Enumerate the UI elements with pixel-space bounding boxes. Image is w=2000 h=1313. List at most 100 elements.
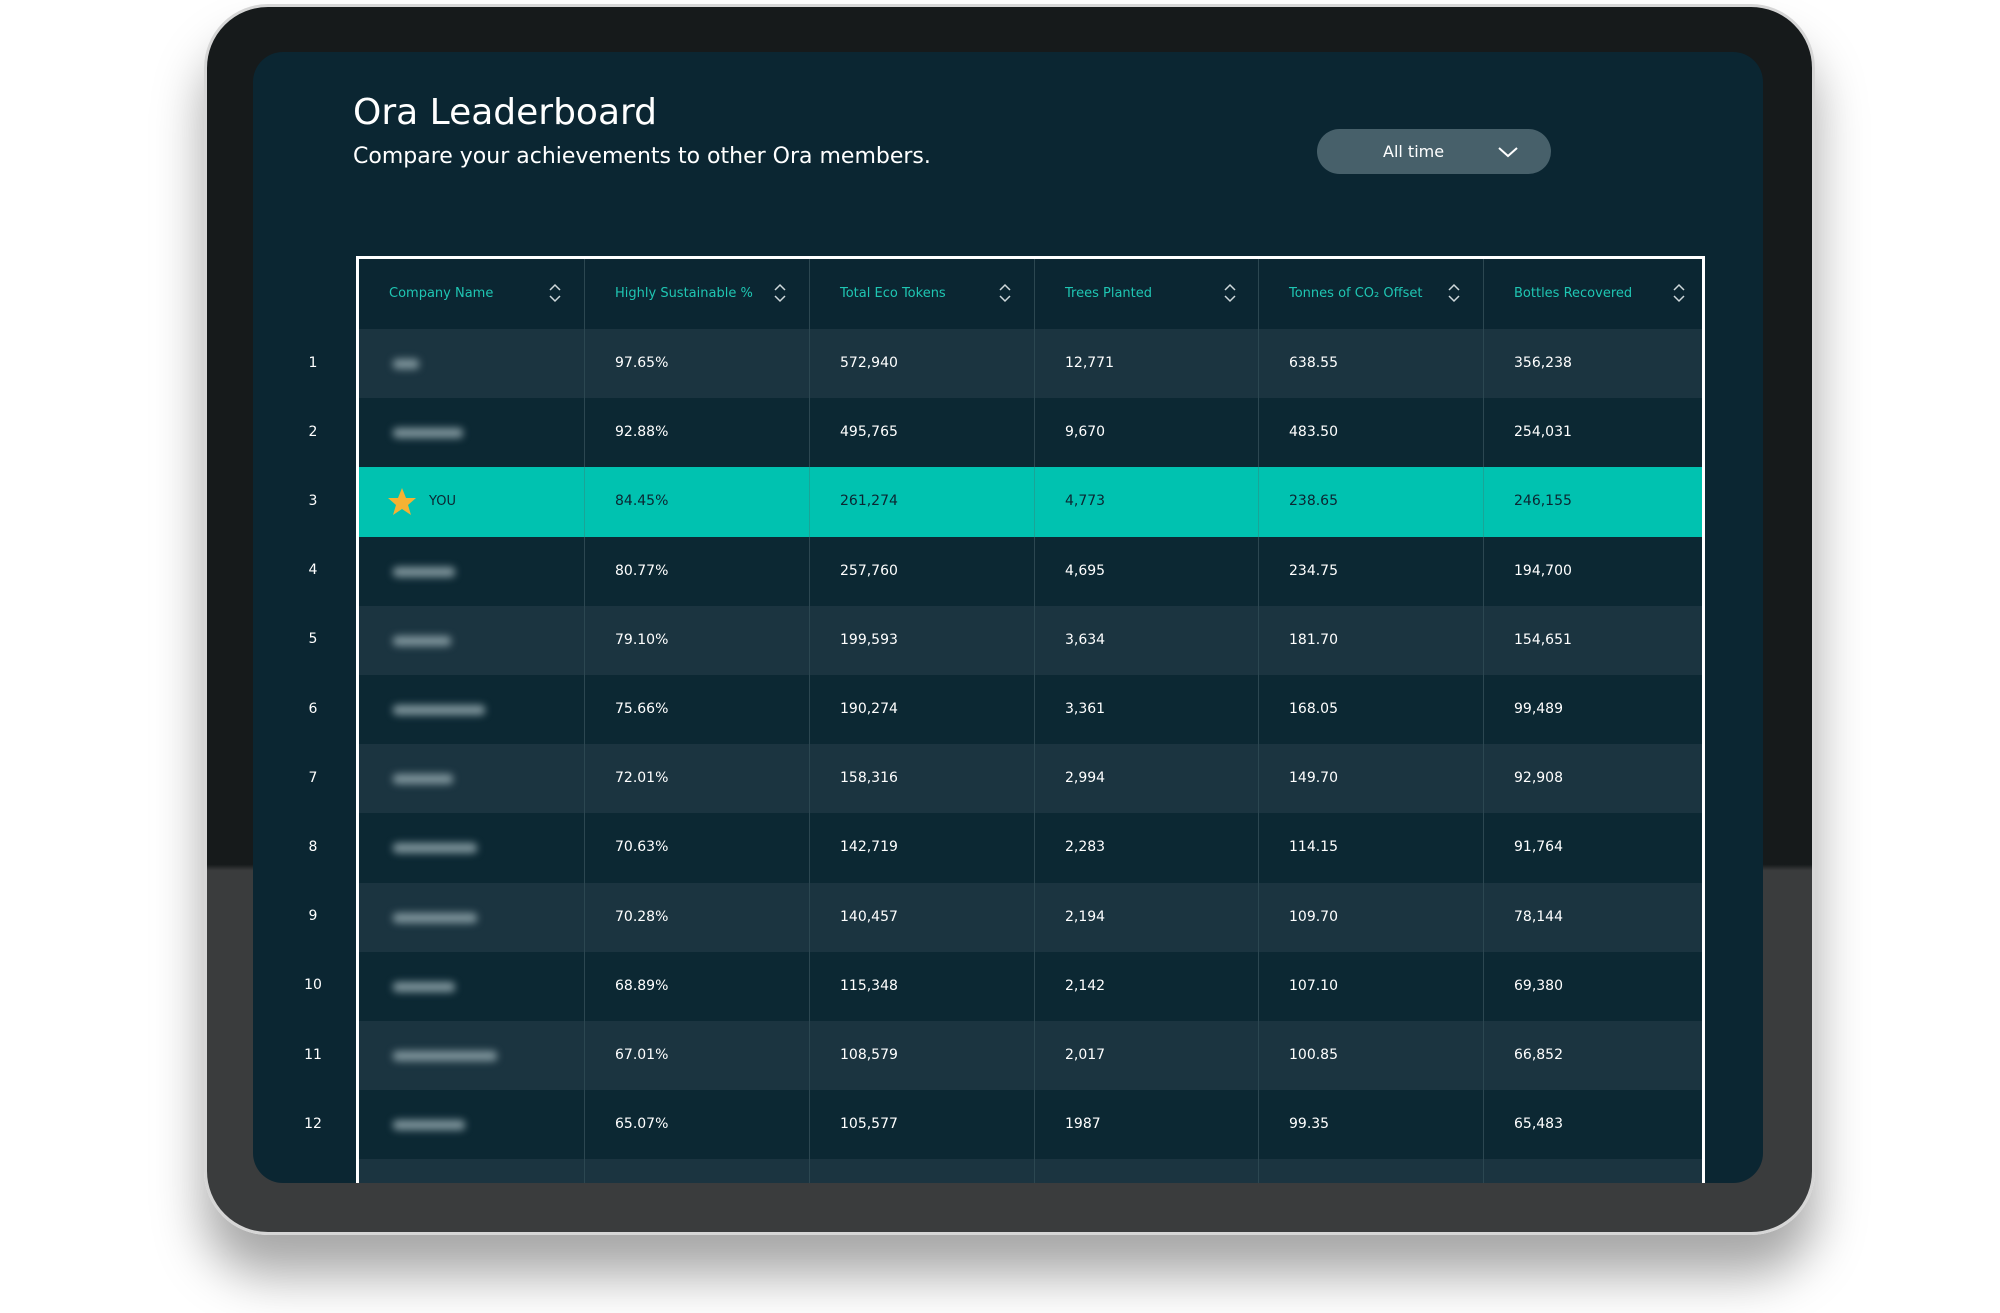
table-cell: 149.70 [1258, 744, 1483, 814]
table-cell: 105,577 [809, 1090, 1034, 1160]
blurred-name [393, 428, 463, 439]
table-cell: 70.28% [584, 882, 809, 952]
filter-label: All time [1383, 142, 1445, 161]
sort-icon [1223, 283, 1237, 303]
table-cell: 2,142 [1034, 951, 1259, 1021]
leaderboard-table: Company Name Highly Sustainable % Total Ec… [356, 256, 1705, 1183]
company-cell [359, 1021, 584, 1090]
rank: 5 [308, 631, 318, 648]
table-cell: 2,994 [1034, 744, 1259, 814]
company-name: YOU [429, 494, 456, 510]
column-header[interactable]: Total Eco Tokens [809, 259, 1034, 329]
company-cell [359, 675, 584, 744]
company-cell [359, 813, 584, 882]
company-cell [359, 1090, 584, 1159]
sort-icon [773, 283, 787, 303]
column-header-label: Tonnes of CO₂ Offset [1289, 286, 1423, 301]
table-row: 67.01% 108,579 2,017 100.85 66,852 [359, 1021, 1702, 1091]
rank: 7 [308, 769, 318, 786]
table-cell: 2,283 [1034, 813, 1259, 883]
table-cell: 483.50 [1258, 398, 1483, 468]
table-cell: 79.10% [584, 605, 809, 675]
table-cell: 97.65% [584, 329, 809, 399]
table-cell: 92,908 [1483, 744, 1702, 814]
table-cell: 254,031 [1483, 398, 1702, 468]
rank: 3 [308, 493, 318, 509]
table-cell: 495,765 [809, 398, 1034, 468]
blurred-name [393, 705, 485, 715]
blurred-name [393, 774, 453, 785]
company-cell [359, 606, 584, 675]
table-cell: 66,852 [1483, 1021, 1702, 1091]
column-divider [809, 1159, 810, 1183]
table-cell: 100.85 [1258, 1021, 1483, 1091]
table-cell: 72.01% [584, 744, 809, 814]
table-cell: 158,316 [809, 744, 1034, 814]
rank: 4 [308, 562, 318, 579]
title: Ora Leaderboard [353, 92, 658, 133]
table-cell: 92.88% [584, 398, 809, 468]
company-cell [359, 398, 584, 467]
rank: 6 [308, 700, 318, 717]
table-cell: 356,238 [1483, 329, 1702, 399]
column-header-label: Bottles Recovered [1514, 286, 1633, 301]
table-row: 70.63% 142,719 2,283 114.15 91,764 [359, 813, 1702, 883]
rank: 10 [304, 977, 322, 994]
table-row: 75.66% 190,274 3,361 168.05 99,489 [359, 675, 1702, 745]
column-divider [1034, 1159, 1035, 1183]
table-cell: 108,579 [809, 1021, 1034, 1091]
table-cell: 257,760 [809, 536, 1034, 606]
table-row: 97.65% 572,940 12,771 638.55 356,238 [359, 329, 1702, 399]
company-cell: YOU [359, 467, 584, 536]
sort-icon [1447, 283, 1461, 303]
table-cell: 80.77% [584, 536, 809, 606]
table-row: YOU 84.45% 261,274 4,773 238.65 246,155 [359, 467, 1702, 537]
table-cell: 12,771 [1034, 329, 1259, 399]
column-header[interactable]: Trees Planted [1034, 259, 1259, 329]
table-cell: 234.75 [1258, 536, 1483, 606]
table-cell: 154,651 [1483, 605, 1702, 675]
rank: 11 [304, 1046, 322, 1063]
table-row: 79.10% 199,593 3,634 181.70 154,651 [359, 605, 1702, 675]
screen: Ora Leaderboard Compare your achievement… [253, 52, 1763, 1183]
table-cell: 142,719 [809, 813, 1034, 883]
sort-icon [1672, 283, 1686, 303]
table-cell: 69,380 [1483, 951, 1702, 1021]
blurred-name [393, 566, 455, 577]
table-cell: 194,700 [1483, 536, 1702, 606]
blurred-name [393, 635, 451, 646]
rank: 9 [308, 908, 318, 925]
table-cell: 4,773 [1034, 467, 1259, 537]
table-cell: 84.45% [584, 467, 809, 537]
rank: 1 [308, 354, 318, 371]
rank: 2 [308, 423, 318, 440]
table-cell: 261,274 [809, 467, 1034, 537]
table-cell: 238.65 [1258, 467, 1483, 537]
table-cell: 75.66% [584, 675, 809, 745]
table-cell: 3,634 [1034, 605, 1259, 675]
blurred-name [393, 1120, 465, 1131]
table-cell: 99,489 [1483, 675, 1702, 745]
table-cell: 246,155 [1483, 467, 1702, 537]
star-icon [387, 487, 417, 517]
time-filter[interactable]: All time [1317, 129, 1551, 174]
column-divider [584, 1159, 585, 1183]
column-header[interactable]: Company Name [359, 259, 584, 329]
rank: 12 [304, 1115, 322, 1132]
table-row: 70.28% 140,457 2,194 109.70 78,144 [359, 882, 1702, 952]
table-cell: 99.35 [1258, 1090, 1483, 1160]
column-header[interactable]: Tonnes of CO₂ Offset [1258, 259, 1483, 329]
table-cell: 1987 [1034, 1090, 1259, 1160]
column-header[interactable]: Bottles Recovered [1483, 259, 1702, 329]
table-cell: 109.70 [1258, 882, 1483, 952]
blurred-name [393, 1051, 497, 1061]
column-header-label: Highly Sustainable % [615, 286, 753, 301]
subtitle: Compare your achievements to other Ora m… [353, 144, 931, 169]
table-cell: 572,940 [809, 329, 1034, 399]
rank: 8 [308, 839, 318, 855]
column-divider [1258, 1159, 1259, 1183]
column-header[interactable]: Highly Sustainable % [584, 259, 809, 329]
table-cell: 65,483 [1483, 1090, 1702, 1160]
table-cell: 199,593 [809, 605, 1034, 675]
